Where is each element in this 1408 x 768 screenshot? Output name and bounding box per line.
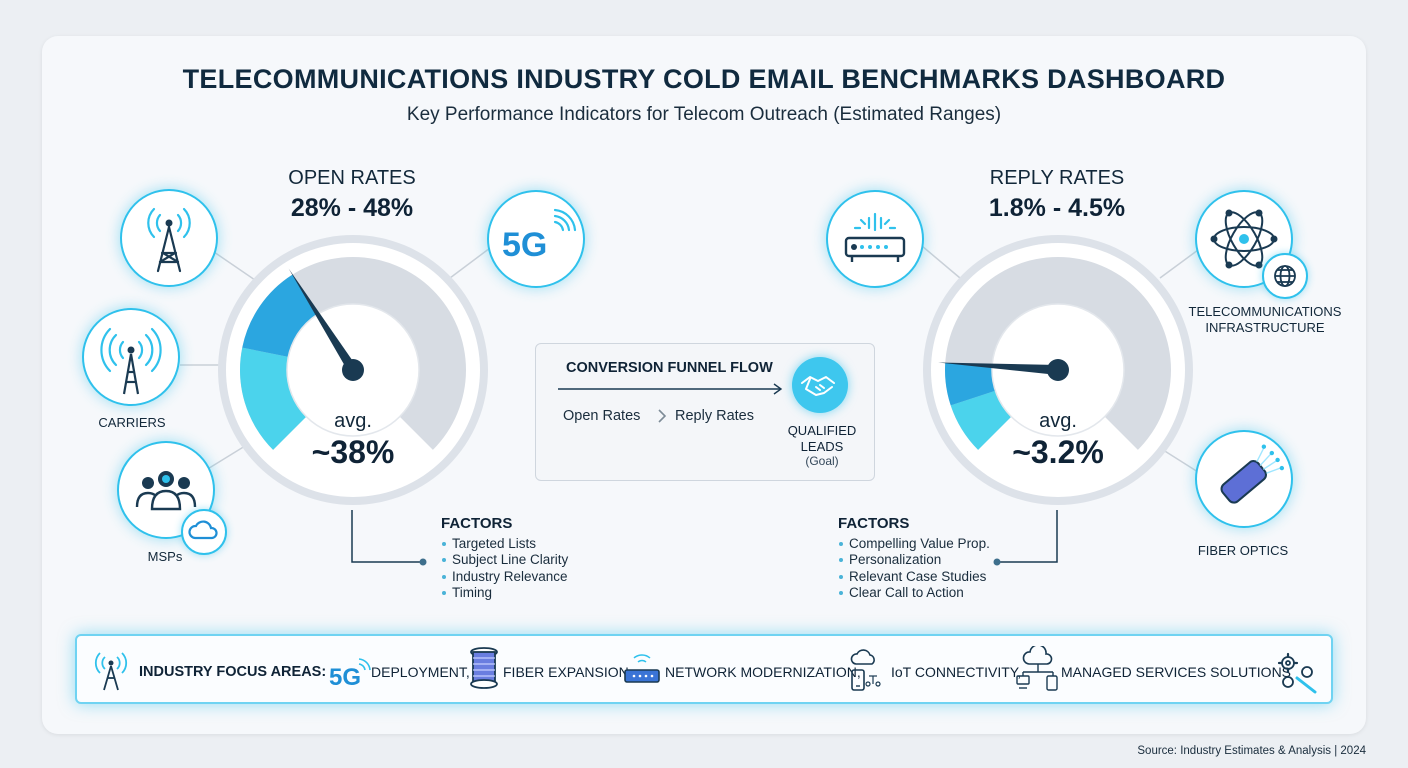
reply-gauge-hub — [1047, 359, 1069, 381]
open-rates-range: 28% - 48% — [290, 194, 414, 222]
open-avg-label: avg. — [334, 410, 372, 432]
reply-gauge-track — [945, 257, 1171, 450]
open-factors: FACTORS Targeted Lists Subject Line Clar… — [441, 515, 568, 601]
open-gauge-needle — [288, 268, 358, 373]
fiber-optic-icon — [1195, 430, 1293, 528]
globe-icon — [1262, 253, 1308, 299]
reply-factor-item: Personalization — [838, 552, 990, 568]
reply-factor-item: Relevant Case Studies — [838, 569, 990, 585]
industry-focus-bar: INDUSTRY FOCUS AREAS: 5G DEPLOYMENT, FIB… — [75, 634, 1333, 704]
focus-iot-icon — [850, 649, 881, 691]
funnel-goal: QUALIFIED LEADS (Goal) — [774, 423, 870, 470]
open-factor-item: Industry Relevance — [441, 569, 568, 585]
source-note: Source: Industry Estimates & Analysis | … — [1137, 745, 1366, 757]
open-rates-gauge — [218, 235, 488, 505]
reply-avg-value: ~3.2% — [1012, 434, 1104, 470]
5g-icon-text: 5G — [502, 226, 547, 264]
reply-gauge-fill-dark — [945, 362, 996, 406]
funnel-goal-line1: QUALIFIED — [787, 423, 857, 438]
reply-avg-label: avg. — [1039, 410, 1077, 432]
conversion-funnel-panel: CONVERSION FUNNEL FLOW Open Rates Reply … — [535, 343, 875, 481]
open-avg-value: ~38% — [311, 434, 395, 470]
open-factor-item: Timing — [441, 585, 568, 601]
funnel-goal-note: (Goal) — [805, 454, 839, 468]
reply-gauge-needle — [938, 362, 1059, 375]
focus-iot: IoT CONNECTIVITY, — [891, 664, 1022, 680]
funnel-step-open: Open Rates — [563, 408, 641, 424]
msps-label: MSPs — [147, 549, 183, 564]
reply-factor-item: Clear Call to Action — [838, 585, 990, 601]
focus-5g-icon: 5G — [329, 658, 371, 691]
funnel-title: CONVERSION FUNNEL FLOW — [566, 360, 773, 376]
handshake-icon — [792, 357, 848, 413]
infrastructure-label-line1: TELECOMMUNICATIONS — [1188, 304, 1342, 319]
reply-rates-label: REPLY RATES — [989, 167, 1125, 189]
focus-5g-text: 5G — [329, 664, 361, 691]
gears-icon — [1277, 652, 1317, 694]
tower-icon — [120, 189, 218, 287]
open-gauge-fill-dark — [242, 274, 318, 357]
open-factor-item: Targeted Lists — [441, 536, 568, 552]
open-gauge-fill-light — [240, 347, 307, 450]
carriers-label: CARRIERS — [98, 415, 166, 430]
focus-tower-icon — [94, 652, 128, 691]
reply-rates-gauge — [923, 235, 1193, 505]
router-icon — [826, 190, 924, 288]
chevron-right-icon — [658, 409, 667, 423]
focus-label: INDUSTRY FOCUS AREAS: — [139, 664, 327, 680]
5g-icon: 5G — [487, 190, 585, 288]
focus-fiber: FIBER EXPANSION, — [503, 664, 633, 680]
focus-managed-icon — [1016, 646, 1058, 691]
funnel-goal-line2: LEADS — [800, 438, 844, 454]
cloud-icon — [181, 509, 227, 555]
page-subtitle: Key Performance Indicators for Telecom O… — [406, 104, 1002, 125]
fiber-spool-icon — [470, 647, 498, 689]
open-rates-label: OPEN RATES — [288, 167, 416, 189]
reply-rates-range: 1.8% - 4.5% — [988, 194, 1126, 222]
open-gauge-hub — [342, 359, 364, 381]
reply-factors-title: FACTORS — [838, 515, 910, 532]
focus-managed: MANAGED SERVICES SOLUTIONS — [1061, 664, 1292, 680]
focus-network: NETWORK MODERNIZATION, — [665, 664, 861, 680]
reply-factors: FACTORS Compelling Value Prop. Personali… — [838, 515, 990, 601]
fiber-optics-label: FIBER OPTICS — [1197, 543, 1289, 558]
funnel-step-reply: Reply Rates — [675, 408, 754, 424]
infrastructure-label: TELECOMMUNICATIONS INFRASTRUCTURE — [1172, 304, 1358, 336]
funnel-arrow — [558, 383, 783, 395]
open-factors-title: FACTORS — [441, 515, 513, 532]
page-title: TELECOMMUNICATIONS INDUSTRY COLD EMAIL B… — [182, 64, 1226, 94]
carrier-tower-icon — [82, 308, 180, 406]
open-factor-item: Subject Line Clarity — [441, 552, 568, 568]
reply-gauge-fill-light — [950, 390, 1012, 450]
focus-router-icon — [624, 654, 660, 683]
reply-factor-item: Compelling Value Prop. — [838, 536, 990, 552]
infrastructure-label-line2: INFRASTRUCTURE — [1205, 320, 1325, 335]
focus-deployment: DEPLOYMENT, — [371, 664, 470, 680]
